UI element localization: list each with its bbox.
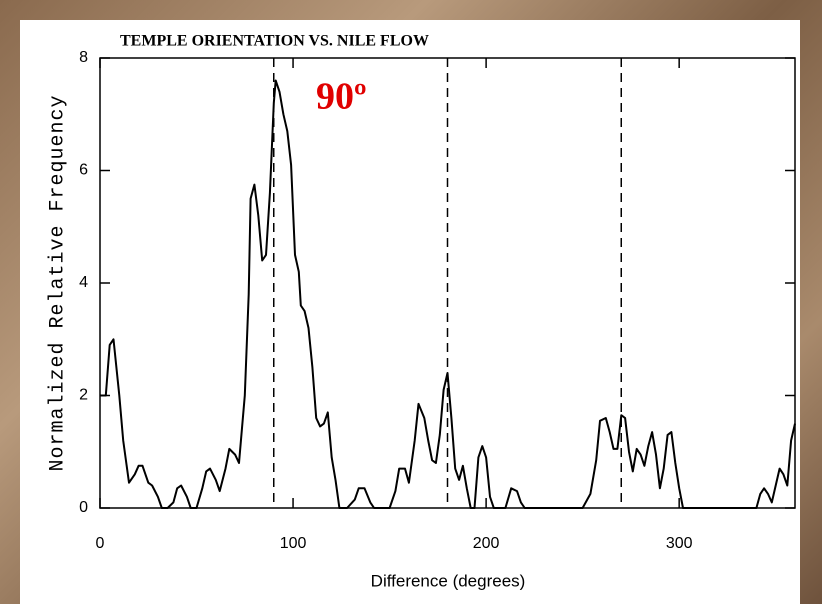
y-tick-label: 6 xyxy=(79,162,88,179)
x-axis-label: Difference (degrees) xyxy=(371,571,526,590)
y-tick-label: 2 xyxy=(79,387,88,404)
y-tick-label: 8 xyxy=(79,49,88,66)
y-tick-label: 0 xyxy=(79,499,88,516)
panel xyxy=(20,20,800,604)
x-tick-label: 0 xyxy=(96,535,105,552)
data-line xyxy=(100,79,796,509)
y-axis-label: Normalized Relative Frequency xyxy=(46,94,69,471)
x-tick-label: 300 xyxy=(666,535,693,552)
chart-title: TEMPLE ORIENTATION VS. NILE FLOW xyxy=(120,33,429,50)
x-tick-label: 200 xyxy=(473,535,500,552)
x-tick-label: 100 xyxy=(280,535,307,552)
y-tick-label: 4 xyxy=(79,274,88,291)
annotation: 90º xyxy=(316,76,367,118)
